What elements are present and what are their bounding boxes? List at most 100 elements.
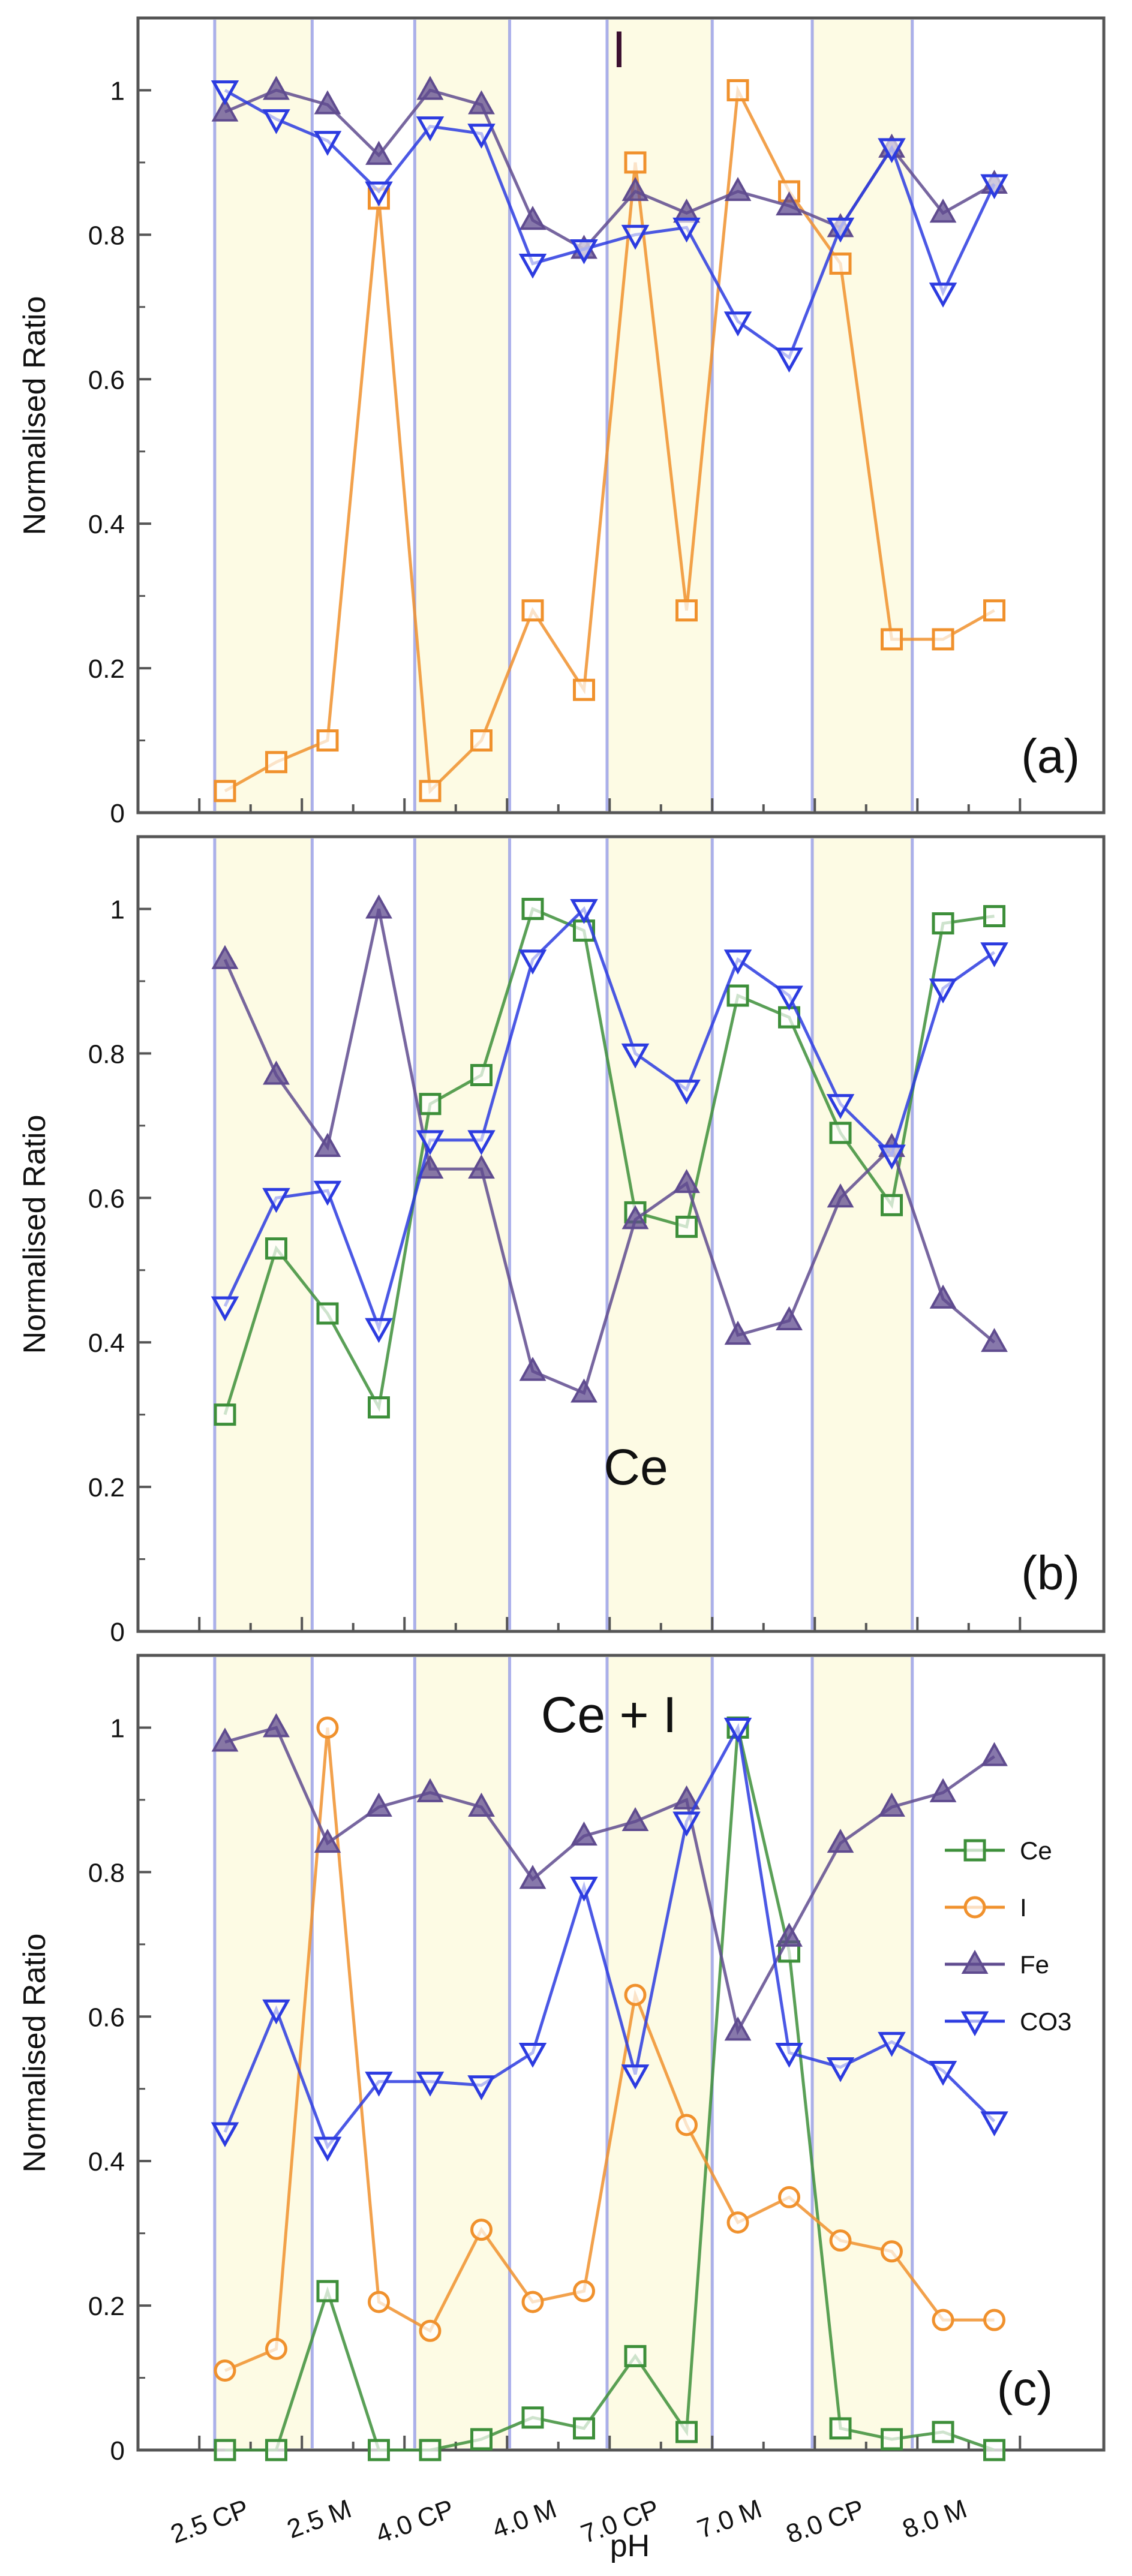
x-tick-label-0: 2.5 CP [167, 2494, 253, 2549]
panel-b-ytick-label-2: 0.4 [88, 1328, 125, 1358]
panel-c-band-3 [812, 1657, 912, 2448]
panel-b-band-3 [812, 838, 912, 1630]
panel-c-line-fe [224, 1726, 995, 2036]
panel-c-point-ce-6 [470, 2428, 493, 2451]
panel-a-point-i-15 [932, 628, 954, 651]
x-tick-labels: 2.5 CP 2.5 M 4.0 CP 4.0 M 7.0 CP 7.0 M 8.0 CP 8… [167, 2494, 971, 2549]
panel-b-point-co3-9 [621, 1043, 650, 1069]
panel-c-line-co3 [223, 1723, 996, 2150]
panel-c-point-ce-7 [521, 2406, 544, 2429]
panel-c-point-co3-10 [672, 1811, 701, 1837]
panel-c-point-i-7 [521, 2291, 544, 2313]
panel-c-point-co3-3 [313, 2136, 342, 2162]
panel-b-point-fe-1 [211, 945, 239, 969]
panel-b-point-ce-10 [675, 1215, 698, 1238]
panel-a-ylabel: Normalised Ratio [17, 296, 52, 536]
panel-b-point-ce-11 [726, 984, 749, 1007]
panel-c-point-fe-10 [673, 1785, 700, 1809]
panel-c-line-ce [225, 1727, 995, 2452]
panel-a-point-i-7 [521, 599, 544, 622]
panel-c-ytick-label-4: 0.8 [88, 1858, 125, 1887]
panel-c-point-ce-8 [573, 2417, 595, 2440]
panel-c-point-i-1 [214, 2359, 236, 2382]
panel-c-point-co3-5 [416, 2072, 445, 2097]
panel-b-point-co3-4 [365, 1318, 393, 1343]
panel-c-point-i-10 [675, 2114, 698, 2136]
x-tick-label-6: 8.0 CP [782, 2494, 868, 2549]
panel-a-label: (a) [1021, 729, 1080, 783]
panel-c-point-fe-7 [519, 1865, 547, 1889]
panel-b-line-fe [223, 908, 996, 1395]
panel-c-ytick-label-5: 1 [110, 1714, 125, 1743]
panel-b-point-ce-13 [829, 1122, 852, 1144]
panel-c-point-ce-13 [829, 2417, 852, 2440]
panel-c-point-ce-10 [675, 2421, 698, 2443]
panel-a-ytick-label-5: 1 [110, 76, 125, 106]
panel-c-point-i-4 [368, 2291, 390, 2313]
panel-b-ytick-label-1: 0.2 [88, 1473, 125, 1502]
panel-b-point-co3-16 [980, 942, 1008, 967]
panel-b-point-fe-3 [314, 1132, 341, 1157]
panel-a-bands [214, 20, 912, 811]
x-tick-label-2: 4.0 CP [372, 2494, 458, 2549]
panel-a-point-i-6 [470, 729, 493, 752]
panel-b-point-fe-6 [468, 1154, 495, 1179]
panel-a-axes: 0 0.2 0.4 0.6 0.8 1 [88, 17, 1022, 828]
panel-b-point-ce-4 [368, 1396, 390, 1419]
panel-a-title: I [612, 21, 626, 79]
panel-c-point-i-2 [265, 2337, 287, 2360]
panel-a-point-fe-5 [416, 76, 444, 100]
panel-b-point-co3-2 [262, 1188, 290, 1213]
panel-c-point-co3-6 [467, 2075, 496, 2100]
panel-b-point-co3-12 [775, 985, 803, 1011]
panel-a-point-fe-12 [776, 191, 803, 216]
panel-c-point-ce-9 [624, 2344, 647, 2367]
panel-a-point-i-1 [214, 780, 236, 802]
panel-c-point-fe-12 [776, 1922, 803, 1947]
x-tick-label-7: 8.0 M [899, 2494, 971, 2544]
legend-label-ce: Ce [1020, 1836, 1052, 1865]
panel-c-point-i-12 [778, 2186, 800, 2208]
panel-c-point-co3-1 [211, 2122, 239, 2148]
panel-a-chart: 0 0.2 0.4 0.6 0.8 1 Normalised Ratio I (a) [17, 16, 1106, 828]
panel-c-line-i [224, 1727, 995, 2372]
panel-b-series [211, 894, 1008, 1426]
panel-c-point-ce-16 [983, 2439, 1005, 2461]
panel-b-line-ce [223, 907, 995, 1415]
panel-b-point-fe-9 [621, 1205, 649, 1230]
panel-b-point-fe-15 [929, 1284, 957, 1309]
panel-c-legend: Ce I Fe CO3 [945, 1836, 1071, 2037]
panel-a-point-co3-10 [672, 217, 701, 243]
panel-c-point-co3-15 [929, 2061, 957, 2086]
panel-a-ytick-label-4: 0.8 [88, 221, 125, 250]
panel-b-point-fe-13 [827, 1183, 854, 1208]
panel-b-point-ce-14 [881, 1194, 903, 1216]
panel-c-point-fe-3 [314, 1829, 341, 1853]
panel-a-point-co3-11 [723, 311, 752, 337]
panel-c-axes: 0 0.2 0.4 0.6 0.8 1 [88, 1654, 1022, 2466]
panel-b-ytick-label-4: 0.8 [88, 1039, 125, 1069]
panel-c-point-co3-7 [518, 2043, 547, 2068]
panel-c-point-fe-11 [724, 2016, 752, 2041]
panel-a-point-co3-6 [467, 124, 496, 149]
panel-b-point-co3-8 [570, 898, 598, 924]
x-tick-label-1: 2.5 M [283, 2494, 355, 2544]
panel-b-point-co3-11 [723, 949, 752, 975]
legend-marker-i [963, 1896, 986, 1919]
panel-b-point-co3-14 [878, 1144, 906, 1170]
panel-a-point-fe-3 [314, 90, 341, 115]
panel-a-point-co3-3 [313, 131, 342, 156]
panel-c-point-co3-4 [365, 2072, 393, 2097]
panel-a-band-0 [214, 20, 313, 811]
panel-a-point-co3-4 [365, 181, 393, 207]
panel-c-point-co3-2 [262, 1999, 290, 2025]
panel-a-point-co3-2 [262, 109, 290, 134]
panel-c-point-fe-9 [621, 1806, 649, 1832]
panel-c-point-ce-3 [316, 2280, 339, 2303]
panel-b-point-fe-2 [263, 1060, 290, 1085]
panel-a-point-fe-4 [365, 140, 392, 165]
panel-a-point-fe-2 [263, 76, 290, 100]
panel-c-point-fe-13 [827, 1829, 854, 1853]
panel-c-point-fe-2 [263, 1713, 290, 1738]
panel-c-point-ce-1 [214, 2439, 236, 2461]
